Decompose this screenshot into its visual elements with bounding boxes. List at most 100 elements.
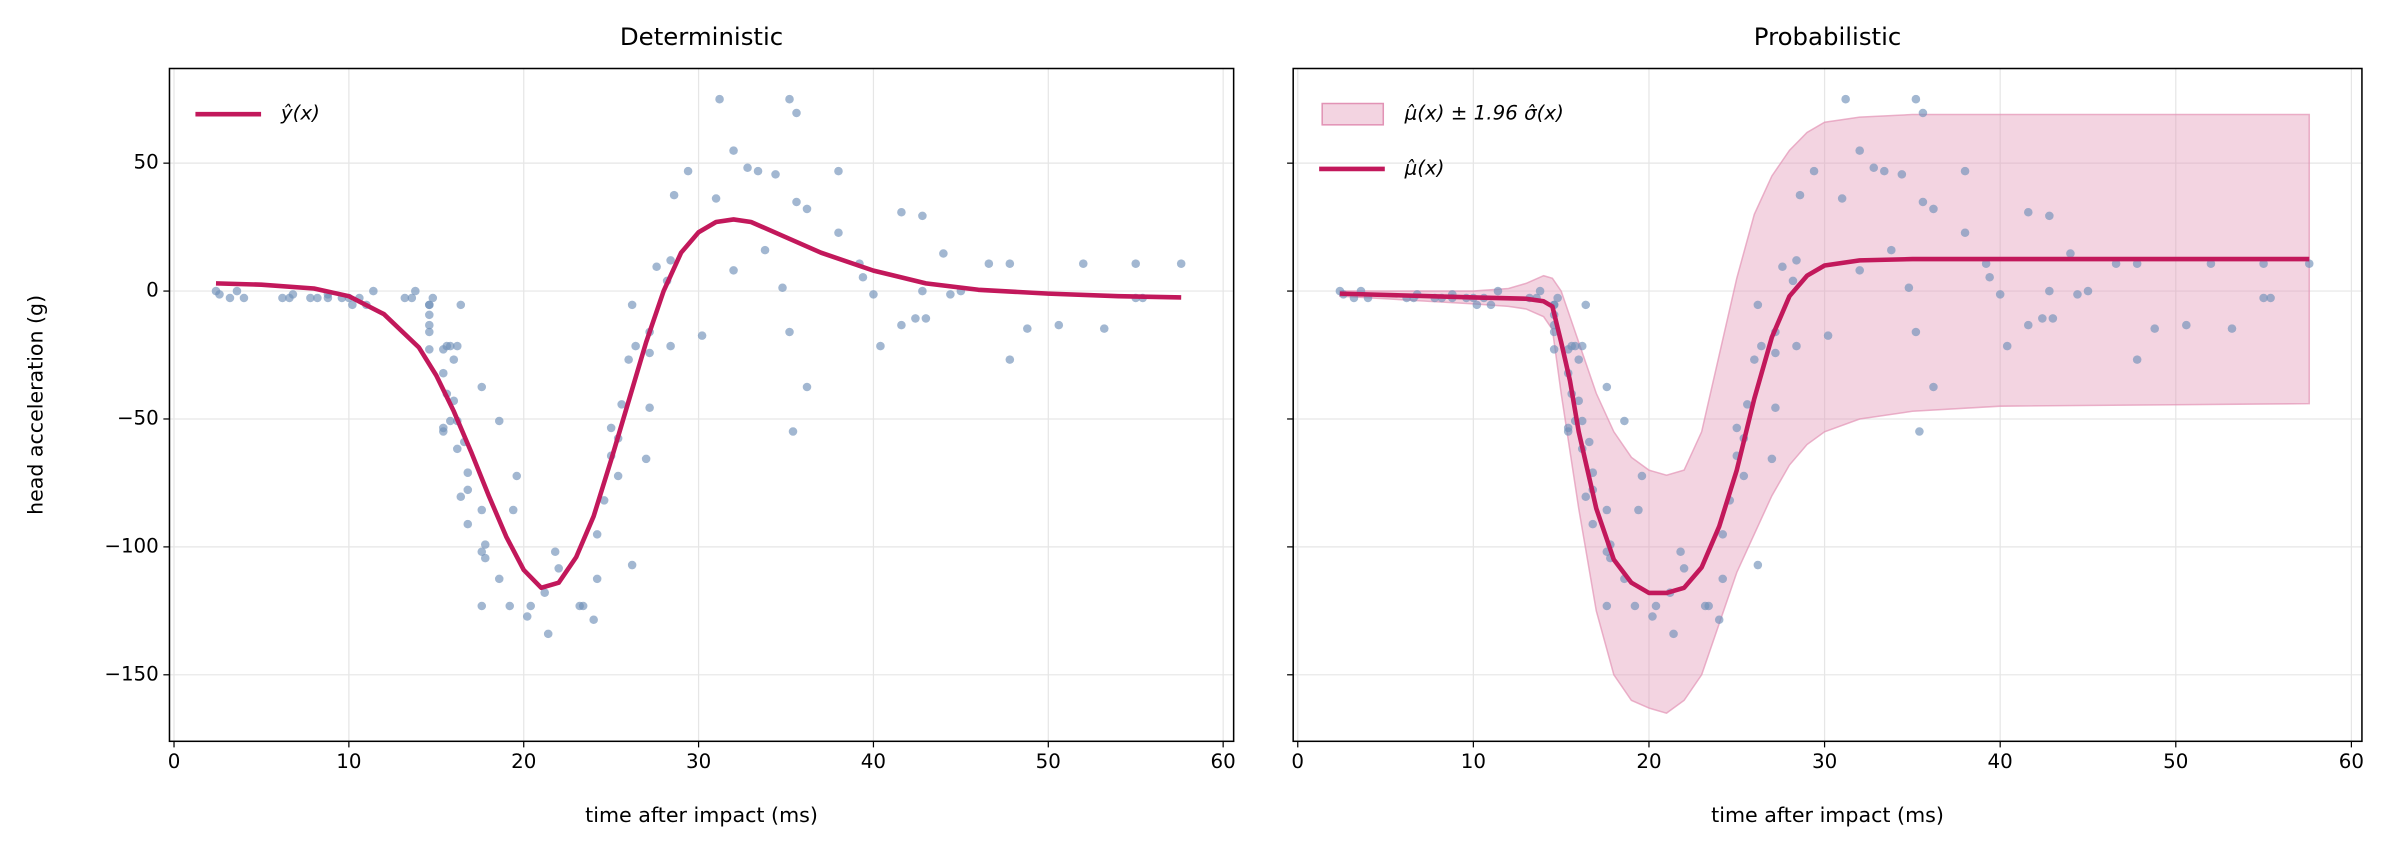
data-point <box>278 293 287 303</box>
data-point <box>1929 204 1938 214</box>
data-point <box>1778 262 1787 272</box>
data-point <box>439 368 448 378</box>
data-point <box>627 300 637 310</box>
data-point <box>1887 245 1896 255</box>
data-point <box>1493 286 1503 296</box>
data-point <box>369 286 378 296</box>
data-point <box>834 166 843 176</box>
data-point <box>288 290 298 299</box>
data-point <box>508 505 518 515</box>
data-point <box>869 290 878 299</box>
data-point <box>453 444 462 454</box>
y-tick-label: −100 <box>104 534 158 557</box>
data-point <box>2024 320 2033 330</box>
data-point <box>1553 293 1562 303</box>
data-point <box>1911 327 1921 337</box>
data-point <box>785 327 794 337</box>
data-point <box>589 615 598 625</box>
line <box>1339 256 2310 596</box>
data-point <box>550 547 560 557</box>
data-point <box>1911 94 1921 104</box>
x-tick-label: 10 <box>1461 750 1486 773</box>
data-point <box>2227 324 2237 333</box>
data-point <box>1841 94 1850 104</box>
data-point <box>666 341 675 351</box>
data-point <box>641 454 651 464</box>
data-point <box>1679 564 1689 573</box>
data-point <box>1904 283 1914 293</box>
data-point <box>2259 293 2268 303</box>
data-point <box>1648 612 1657 621</box>
data-point <box>348 300 357 310</box>
data-point <box>760 245 770 255</box>
data-point <box>652 262 661 272</box>
data-point <box>232 286 242 296</box>
data-point <box>1753 560 1763 570</box>
data-point <box>1637 471 1647 481</box>
data-point <box>1005 355 1015 364</box>
data-point <box>918 211 927 221</box>
data-point <box>512 471 522 481</box>
data-point <box>683 166 693 176</box>
data-point <box>2150 324 2159 333</box>
data-point <box>456 300 466 310</box>
data-point <box>802 204 812 214</box>
data-point <box>2066 249 2075 258</box>
data-point <box>792 108 801 118</box>
data-point <box>554 564 563 573</box>
data-point <box>711 194 721 203</box>
data-point <box>2038 314 2047 323</box>
data-point <box>411 286 420 296</box>
x-tick-label: 40 <box>861 750 886 773</box>
data-point <box>1574 355 1584 364</box>
data-point <box>911 314 920 323</box>
data-point <box>1581 492 1591 502</box>
data-point <box>1078 259 1088 268</box>
confidence-band <box>1339 113 2311 715</box>
data-point <box>2045 211 2054 221</box>
data-point <box>1023 324 1032 333</box>
data-point <box>2132 355 2142 364</box>
data-point <box>1855 266 1864 275</box>
data-point <box>1995 290 2005 299</box>
data-point <box>1549 345 1559 354</box>
data-point <box>2045 286 2054 296</box>
data-point <box>624 355 633 364</box>
x-tick-label: 30 <box>1812 750 1837 773</box>
data-point <box>918 286 927 296</box>
data-point <box>627 560 637 570</box>
data-point <box>400 293 410 303</box>
data-point <box>1771 403 1780 412</box>
data-point <box>788 427 798 436</box>
data-point <box>897 208 906 217</box>
data-point <box>1486 300 1496 310</box>
data-point <box>1880 166 1889 176</box>
data-point <box>453 341 462 351</box>
data-point <box>480 553 490 563</box>
y-tick-label: 0 <box>146 279 159 302</box>
x-tick-label: 50 <box>2163 750 2188 773</box>
data-point <box>729 146 738 155</box>
x-tick-label: 0 <box>168 750 181 773</box>
data-point <box>425 345 434 354</box>
data-point <box>1602 505 1612 515</box>
data-point <box>2182 320 2191 330</box>
data-point <box>477 601 487 611</box>
data-point <box>463 519 473 529</box>
data-point <box>1837 194 1847 203</box>
x-tick-label: 20 <box>1636 750 1661 773</box>
data-point <box>2048 314 2058 323</box>
data-point <box>1757 341 1766 351</box>
data-point <box>463 468 473 477</box>
data-point <box>792 197 801 207</box>
data-point <box>1809 166 1819 176</box>
data-point <box>425 327 434 337</box>
x-axis-label: time after impact (ms) <box>1711 803 1944 827</box>
data-point <box>1743 400 1752 409</box>
data-point <box>2083 286 2093 296</box>
data-point <box>428 293 438 303</box>
data-point <box>1563 427 1573 436</box>
legend-patch <box>1321 102 1385 126</box>
data-point <box>494 416 504 426</box>
